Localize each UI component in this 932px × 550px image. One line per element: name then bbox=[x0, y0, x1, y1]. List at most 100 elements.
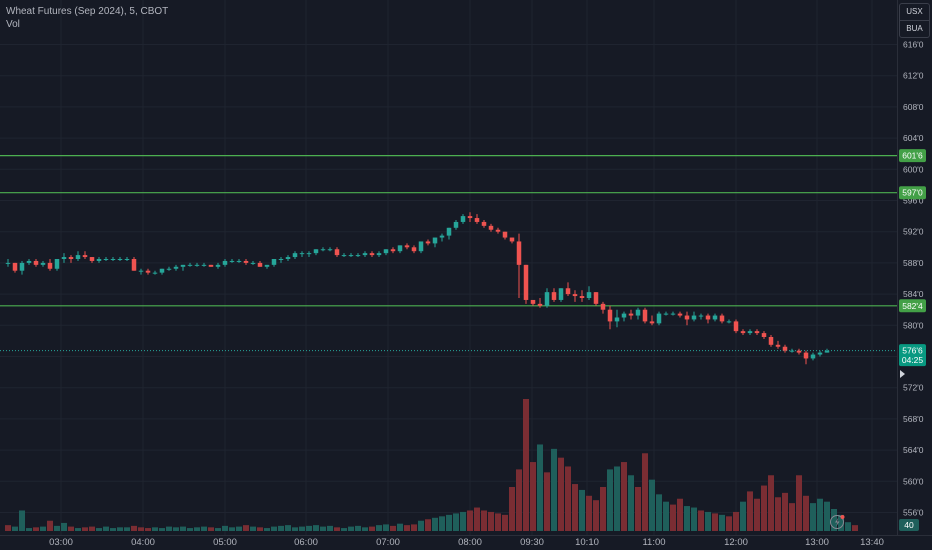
volume-legend-label[interactable]: Vol bbox=[6, 19, 20, 30]
candle-body bbox=[348, 255, 354, 257]
volume-bar bbox=[117, 527, 123, 531]
candle-body bbox=[257, 262, 263, 267]
scale-button-usx[interactable]: USX bbox=[906, 7, 923, 16]
candle-body bbox=[33, 260, 39, 265]
candle-body bbox=[243, 260, 249, 263]
candle-body bbox=[733, 321, 739, 332]
volume-bar bbox=[82, 527, 88, 531]
time-tick-label: 05:00 bbox=[213, 537, 237, 548]
symbol-title[interactable]: Wheat Futures (Sep 2024), 5, CBOT bbox=[6, 6, 169, 17]
volume-bar bbox=[124, 527, 130, 531]
candle-body bbox=[313, 249, 319, 254]
candle-body bbox=[712, 315, 718, 320]
candle-body bbox=[411, 247, 417, 252]
volume-bar bbox=[40, 526, 46, 531]
candle-body bbox=[698, 315, 704, 317]
volume-bar bbox=[376, 525, 382, 531]
candle-body bbox=[803, 352, 809, 359]
candle-body bbox=[285, 257, 291, 259]
candle-body bbox=[691, 315, 697, 320]
candle-body bbox=[719, 315, 725, 322]
level-badge-label: 582'4 bbox=[902, 301, 923, 311]
volume-bar bbox=[75, 528, 81, 531]
volume-bar bbox=[180, 526, 186, 531]
volume-bar bbox=[19, 510, 25, 531]
volume-bar bbox=[131, 525, 137, 531]
price-tick-label: 560'0 bbox=[903, 476, 924, 486]
time-tick-label: 08:00 bbox=[458, 537, 482, 548]
volume-bar bbox=[327, 525, 333, 531]
price-axis-badges: 601'6 597'0 582'4 576'604:25 40 bbox=[899, 149, 926, 531]
candle-body bbox=[131, 259, 137, 271]
candle-body bbox=[47, 262, 53, 269]
volume-bar bbox=[698, 510, 704, 531]
volume-bar bbox=[278, 525, 284, 531]
price-tick-label: 596'0 bbox=[903, 196, 924, 206]
candle-body bbox=[537, 303, 543, 306]
candle-body bbox=[579, 296, 585, 298]
volume-bar bbox=[467, 510, 473, 531]
candle-body bbox=[145, 270, 151, 273]
volume-bar bbox=[852, 525, 858, 531]
candle-body bbox=[768, 337, 774, 345]
price-scale-currency: USX BUA bbox=[899, 3, 930, 38]
volume-bar bbox=[810, 503, 816, 531]
volume-bar bbox=[663, 501, 669, 531]
volume-bar bbox=[446, 514, 452, 531]
volume-bar bbox=[425, 519, 431, 531]
volume-bar bbox=[817, 498, 823, 531]
volume-bar bbox=[747, 491, 753, 531]
volume-bar bbox=[733, 511, 739, 531]
volume-bar bbox=[12, 526, 18, 531]
volume-bar bbox=[334, 527, 340, 531]
volume-bar bbox=[656, 494, 662, 531]
candle-body bbox=[474, 218, 480, 222]
candle-body bbox=[586, 292, 592, 298]
time-axis-bg bbox=[0, 535, 932, 550]
candle-body bbox=[509, 237, 515, 242]
price-tick-label: 580'0 bbox=[903, 320, 924, 330]
candle-body bbox=[439, 235, 445, 238]
candle-body bbox=[187, 264, 193, 266]
volume-bar bbox=[243, 525, 249, 531]
volume-bar bbox=[796, 475, 802, 531]
price-tick-label: 556'0 bbox=[903, 508, 924, 518]
price-axis[interactable]: 556'0560'0564'0568'0572'0576'0580'0584'0… bbox=[897, 0, 932, 550]
volume-bar bbox=[271, 526, 277, 531]
candle-body bbox=[782, 346, 788, 351]
candle-body bbox=[68, 257, 74, 259]
candle-body bbox=[726, 321, 732, 323]
candle-body bbox=[453, 221, 459, 228]
candle-body bbox=[460, 216, 466, 222]
candle-body bbox=[292, 253, 298, 258]
volume-bar bbox=[803, 495, 809, 531]
candle-body bbox=[593, 292, 599, 304]
volume-bar bbox=[313, 525, 319, 531]
candle-body bbox=[103, 259, 109, 260]
candle-body bbox=[250, 262, 256, 264]
time-axis[interactable]: 03:00 04:00 05:00 06:00 07:00 08:00 09:30 10:10… bbox=[0, 535, 932, 550]
volume-bar bbox=[579, 489, 585, 531]
candle-body bbox=[306, 253, 312, 255]
volume-bar bbox=[187, 528, 193, 531]
candle-body bbox=[299, 253, 305, 255]
price-axis-bg bbox=[897, 0, 932, 550]
candle-body bbox=[19, 262, 25, 271]
volume-bar bbox=[264, 528, 270, 531]
volume-bar bbox=[775, 497, 781, 531]
volume-bar bbox=[719, 514, 725, 531]
volume-bar bbox=[558, 457, 564, 531]
volume-bar bbox=[152, 527, 158, 531]
candle-body bbox=[600, 303, 606, 310]
volume-bar bbox=[411, 524, 417, 531]
volume-bar bbox=[96, 528, 102, 531]
price-level-lines[interactable] bbox=[0, 155, 897, 307]
volume-bar bbox=[782, 492, 788, 531]
candle-body bbox=[341, 255, 347, 257]
scale-button-bua[interactable]: BUA bbox=[900, 20, 929, 37]
candle-body bbox=[824, 350, 830, 353]
candle-body bbox=[173, 266, 179, 269]
time-tick-label: 04:00 bbox=[131, 537, 155, 548]
volume-bar bbox=[103, 526, 109, 531]
last-price-badge bbox=[899, 344, 926, 367]
